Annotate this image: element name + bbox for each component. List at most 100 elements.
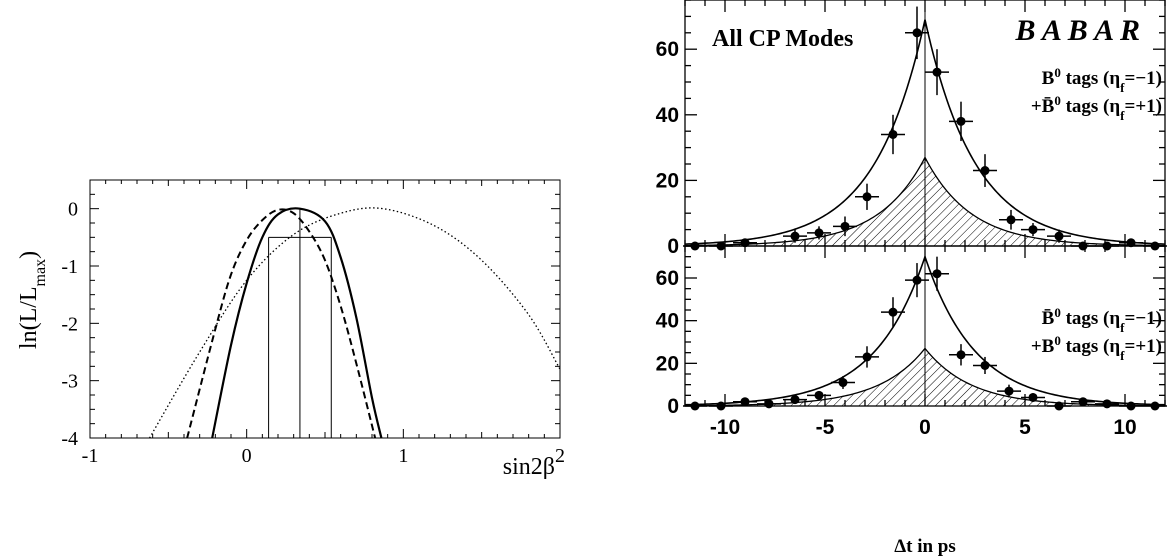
top-marker — [932, 67, 942, 77]
top-data-point — [807, 226, 831, 240]
bot-x-tick-label: -10 — [710, 416, 740, 439]
bot-data-point — [881, 297, 905, 328]
bot-data-point — [949, 344, 973, 366]
bot-data-point — [733, 397, 757, 407]
bot-data-point — [997, 384, 1021, 398]
bot-marker — [1126, 401, 1136, 411]
delta-t-bottom-y-tick-labels: 0 20 40 60 — [656, 267, 679, 418]
likelihood-curve-dashed — [186, 208, 377, 438]
bot-x-tick-label: 10 — [1113, 416, 1136, 439]
likelihood-axis-ticks — [89, 179, 561, 439]
top-marker — [888, 129, 898, 139]
bot-marker — [690, 401, 700, 411]
top-marker — [862, 192, 872, 202]
likelihood-curve-dotted — [148, 207, 560, 438]
top-marker — [1006, 215, 1016, 225]
bot-marker — [764, 399, 774, 409]
likelihood-panel: -1 0 1 2 0 -1 -2 -3 -4 sin2β ln(L/Lmax) — [16, 179, 565, 480]
bot-marker — [1028, 392, 1038, 402]
bot-marker — [1004, 386, 1014, 396]
bot-marker — [1078, 397, 1088, 407]
bot-marker — [716, 401, 726, 411]
delta-t-bottom-legend-line-1: B̄0 tags (ηf=−1) — [1042, 305, 1162, 335]
likelihood-y-tick-label: -3 — [61, 371, 78, 393]
bot-data-point — [1095, 399, 1119, 409]
delta-t-top-panel: 0 20 40 60 All CP Modes B A B A R B0 tags (… — [656, 0, 1167, 258]
top-y-tick-label: 0 — [667, 235, 679, 258]
top-y-tick-label: 60 — [656, 38, 679, 61]
top-marker — [740, 238, 750, 248]
likelihood-y-axis-title: ln(L/Lmax) — [16, 251, 49, 349]
bot-x-tick-label: 0 — [919, 416, 931, 439]
bot-marker — [790, 395, 800, 405]
likelihood-reference-lines — [268, 208, 332, 438]
likelihood-y-tick-label: -1 — [61, 256, 78, 278]
top-data-point — [855, 183, 879, 210]
delta-t-x-axis-title: Δt in ps — [894, 536, 956, 556]
delta-t-bottom-legend-line-2: +B0 tags (ηf=+1) — [1031, 333, 1162, 363]
top-marker — [980, 166, 990, 176]
likelihood-y-tick-label: 0 — [68, 199, 78, 221]
bot-data-point — [683, 401, 707, 411]
top-data-point — [1119, 238, 1143, 248]
likelihood-plot-frame — [89, 179, 561, 439]
bot-marker — [980, 360, 990, 370]
bot-y-tick-label: 60 — [656, 267, 679, 290]
bot-x-tick-label: -5 — [816, 416, 835, 439]
top-data-point — [881, 114, 905, 155]
likelihood-curve-solid — [211, 207, 383, 438]
bot-data-point — [1021, 392, 1045, 402]
bot-y-tick-label: 40 — [656, 310, 679, 333]
top-data-point — [733, 238, 757, 248]
bot-data-point — [831, 376, 855, 389]
top-data-point — [949, 101, 973, 142]
bot-data-point — [1071, 397, 1095, 407]
bot-data-point — [757, 399, 781, 409]
bot-data-point — [807, 390, 831, 400]
bot-marker — [862, 352, 872, 362]
likelihood-x-tick-label: 1 — [398, 445, 408, 467]
likelihood-x-tick-label: 0 — [242, 445, 252, 467]
top-marker — [840, 221, 850, 231]
delta-t-top-legend-line-1: B0 tags (ηf=−1) — [1042, 65, 1162, 95]
delta-t-top-title: All CP Modes — [712, 26, 853, 52]
bot-marker — [888, 307, 898, 317]
bot-marker — [814, 390, 824, 400]
delta-t-top-legend-line-2: +B̄0 tags (ηf=+1) — [1031, 93, 1162, 123]
bot-marker — [932, 269, 942, 279]
bot-marker — [912, 275, 922, 285]
bot-marker — [1150, 401, 1160, 411]
bot-data-point — [709, 401, 733, 411]
bot-marker — [1102, 399, 1112, 409]
delta-t-bottom-panel: 0 20 40 60 -10 -5 0 5 10 B̄0 tags (ηf=−1) +B0 t… — [656, 245, 1167, 556]
delta-t-bottom-x-tick-labels: -10 -5 0 5 10 — [710, 416, 1137, 439]
likelihood-y-tick-labels: 0 -1 -2 -3 -4 — [61, 199, 78, 450]
bot-data-point — [855, 346, 879, 368]
bot-data-point — [1047, 401, 1071, 411]
top-marker — [1028, 225, 1038, 235]
top-data-point — [973, 154, 997, 187]
bot-data-point — [1119, 401, 1143, 411]
bot-y-tick-label: 0 — [667, 395, 679, 418]
bot-data-point — [905, 263, 929, 298]
bot-marker — [740, 397, 750, 407]
top-data-point — [783, 229, 807, 243]
top-data-point — [1047, 229, 1071, 243]
likelihood-x-tick-label: 2 — [555, 445, 565, 467]
top-data-point — [833, 216, 857, 237]
top-data-point — [925, 49, 949, 96]
bot-marker — [956, 350, 966, 360]
bot-x-tick-label: 5 — [1019, 416, 1031, 439]
likelihood-x-tick-labels: -1 0 1 2 — [82, 445, 565, 467]
bot-data-point — [973, 356, 997, 374]
bot-data-point — [783, 395, 807, 405]
likelihood-curves — [148, 207, 560, 438]
bot-y-tick-label: 20 — [656, 352, 679, 375]
bot-data-point — [925, 256, 949, 291]
delta-t-bottom-data-points — [683, 256, 1167, 411]
babar-logo: B A B A R — [1014, 14, 1140, 47]
bot-marker — [838, 378, 848, 388]
delta-t-top-y-tick-labels: 0 20 40 60 — [656, 38, 679, 258]
top-data-point — [905, 6, 929, 60]
